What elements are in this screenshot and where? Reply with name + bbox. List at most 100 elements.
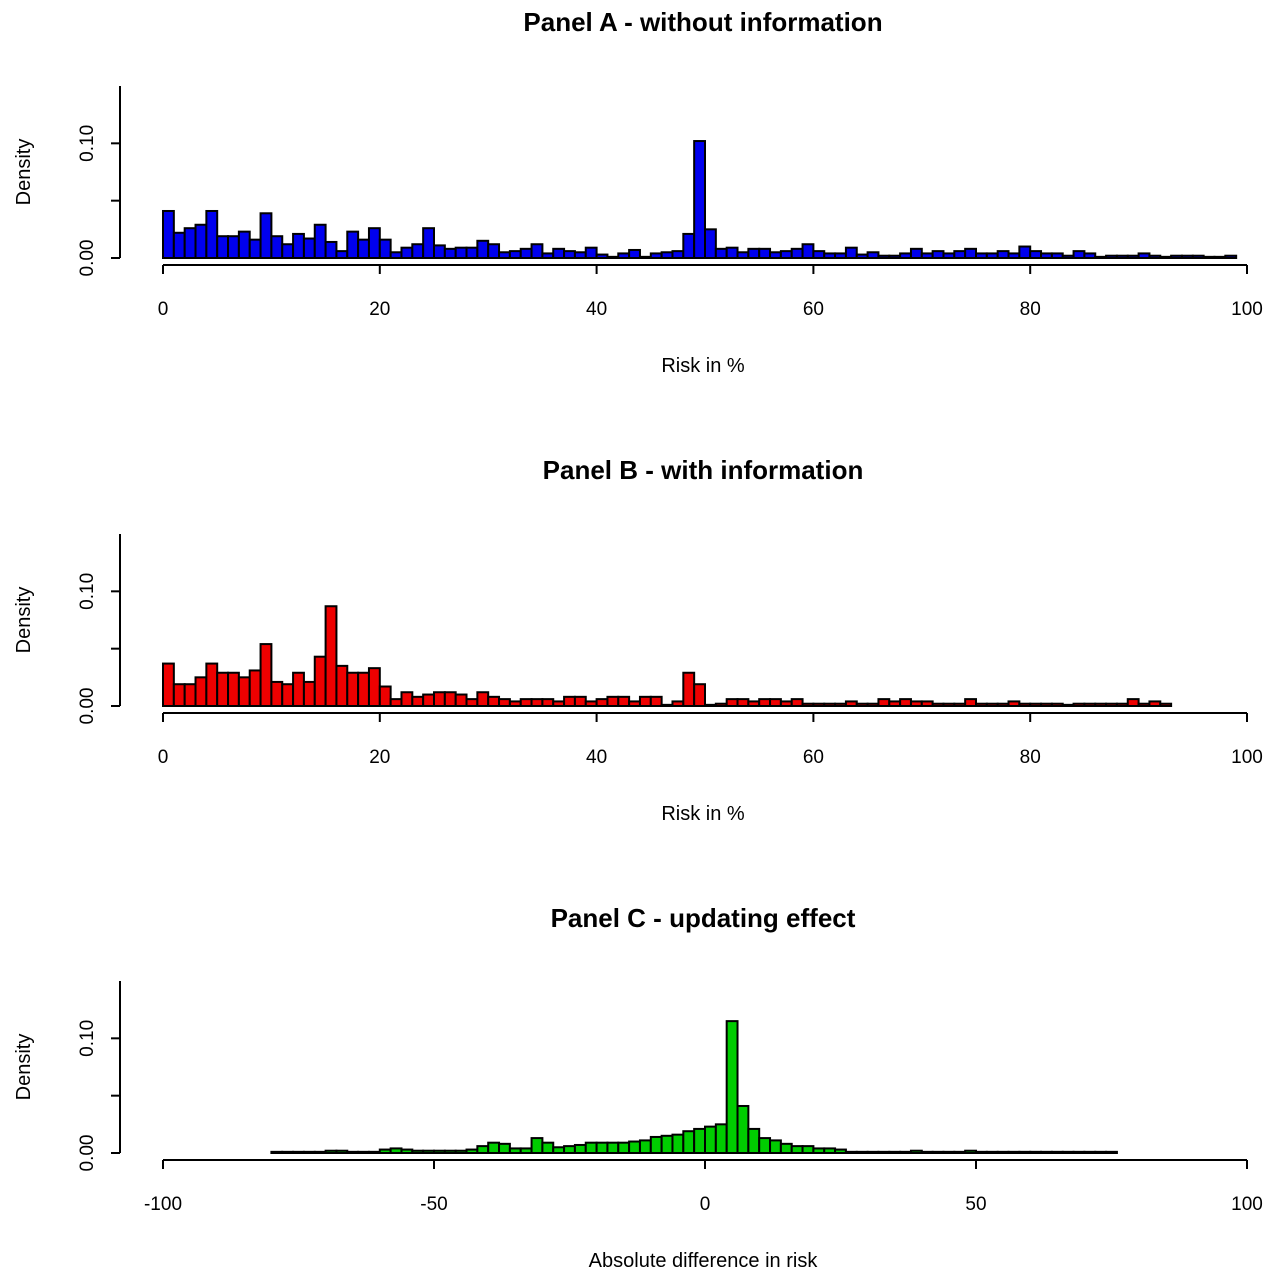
- panel-c-bar: [346, 1150, 360, 1154]
- panel-a-bar: [476, 239, 490, 260]
- panel-a-bar: [357, 238, 370, 259]
- panel-b-bar: [606, 695, 620, 708]
- panel-a-bar: [584, 246, 598, 259]
- panel-a-bar: [1180, 254, 1194, 260]
- panel-a-bar: [172, 231, 186, 260]
- panel-a-bar: [530, 243, 544, 260]
- panel-c-bar: [378, 1148, 392, 1155]
- panel-a-x-ticks: 0 20 40 60 80 100: [158, 265, 1263, 320]
- panel-c-x-tick-label: 50: [965, 1194, 986, 1215]
- panel-c-bar: [476, 1145, 490, 1154]
- panel-c-bar: [335, 1149, 349, 1154]
- panel-b-bar: [769, 698, 782, 707]
- panel-c-bar: [671, 1133, 685, 1155]
- panel-a-bar: [638, 255, 652, 260]
- panel-b-bar: [649, 695, 663, 708]
- panel-c-bar: [953, 1150, 967, 1154]
- panel-b-bar: [964, 698, 977, 707]
- panel-a-bar: [433, 244, 446, 259]
- panel-c-x-tick-label: 100: [1231, 1194, 1263, 1215]
- panel-c-bar: [595, 1141, 609, 1155]
- panel-a-bar: [975, 252, 988, 260]
- panel-a-bar: [194, 223, 208, 259]
- panel-c-bar: [790, 1145, 804, 1154]
- panel-b-bar: [357, 671, 370, 707]
- panel-c-y-label: Density: [13, 1034, 35, 1101]
- panel-c-bar: [812, 1147, 826, 1155]
- panel-c-bar: [454, 1149, 468, 1154]
- panel-b-x-label: Risk in %: [661, 803, 745, 825]
- panel-c-bar: [443, 1149, 457, 1154]
- panel-b-bar: [671, 700, 685, 707]
- panel-b-bar: [335, 664, 349, 707]
- panel-a-bar: [855, 253, 869, 259]
- panel-a-bar: [563, 250, 576, 259]
- panel-a-title: Panel A - without information: [523, 7, 882, 37]
- panel-c-bar: [714, 1123, 728, 1154]
- panel-b-bar: [736, 698, 750, 707]
- panel-b-bar: [1029, 702, 1043, 708]
- panel-b-bar: [1159, 702, 1173, 708]
- panel-b-x-tick-label: 40: [586, 747, 607, 768]
- panel-a-x-label: Risk in %: [661, 355, 745, 377]
- panel-b-bar: [324, 605, 338, 707]
- panel-a-bar: [378, 238, 392, 259]
- panel-a-bar: [205, 209, 219, 260]
- panel-b-x-ticks: 0 20 40 60 80 100: [158, 713, 1263, 768]
- panel-a-bar: [595, 253, 609, 259]
- panel-c-bar: [920, 1150, 934, 1154]
- panel-b-bar: [1050, 702, 1064, 708]
- panel-a-bar: [1148, 254, 1162, 260]
- panel-c-bar: [628, 1140, 641, 1155]
- panel-c-bar: [1040, 1150, 1053, 1154]
- panel-b-bar: [628, 700, 641, 707]
- panel-c-y-tick-label: 0.00: [77, 1135, 98, 1172]
- panel-a-bar: [1018, 245, 1032, 259]
- panel-c-bar: [573, 1143, 587, 1154]
- panel-a-bar: [725, 246, 739, 259]
- panel-c-bar: [844, 1150, 858, 1154]
- panel-c-bar: [996, 1150, 1010, 1154]
- panel-c-bar: [855, 1150, 869, 1154]
- panel-b-bar: [693, 683, 706, 708]
- panel-b-bars: [162, 605, 1173, 708]
- panel-a-bar: [422, 227, 436, 260]
- panel-b-bar: [725, 698, 739, 707]
- panel-a-bar: [552, 247, 566, 260]
- panel-b-bar: [617, 695, 631, 708]
- panel-b-bar: [433, 691, 446, 707]
- panel-a-bar: [920, 252, 934, 260]
- panel-c-bar: [433, 1149, 446, 1154]
- panel-b-bar: [302, 680, 316, 707]
- panel-c-bar: [324, 1149, 338, 1154]
- panel-a-bar: [487, 243, 501, 260]
- panel-b-bar: [476, 691, 490, 707]
- panel-b-bar: [1072, 702, 1086, 708]
- panel-c-bar: [487, 1141, 501, 1155]
- panel-c-bar: [682, 1130, 696, 1154]
- panel-b-bar: [270, 680, 284, 707]
- panel-c-bar: [292, 1150, 305, 1154]
- panel-a-bar: [606, 255, 620, 260]
- panel-a-bar: [801, 243, 815, 260]
- panel-c-bar: [1050, 1150, 1064, 1154]
- panel-c-bar: [1018, 1150, 1032, 1154]
- panel-a-bar: [1050, 252, 1064, 260]
- panel-a-bar: [573, 251, 587, 260]
- panel-a-bar: [443, 247, 457, 260]
- panel-a-bar: [1072, 250, 1086, 259]
- panel-b-bar: [1018, 702, 1032, 708]
- panel-c-bar: [508, 1147, 522, 1155]
- panel-c-bar: [704, 1125, 717, 1155]
- panel-b-bar: [411, 695, 425, 708]
- panel-a-bar: [227, 235, 240, 260]
- panel-b-bar: [454, 693, 468, 708]
- panel-b-bar: [1094, 702, 1108, 708]
- panel-b-bar: [834, 702, 847, 708]
- panel-a-bar: [237, 230, 251, 260]
- panel-b-bar: [573, 695, 587, 708]
- panel-a-bar: [996, 250, 1010, 259]
- panel-b-bar: [172, 683, 186, 708]
- panel-c-bar: [638, 1139, 652, 1155]
